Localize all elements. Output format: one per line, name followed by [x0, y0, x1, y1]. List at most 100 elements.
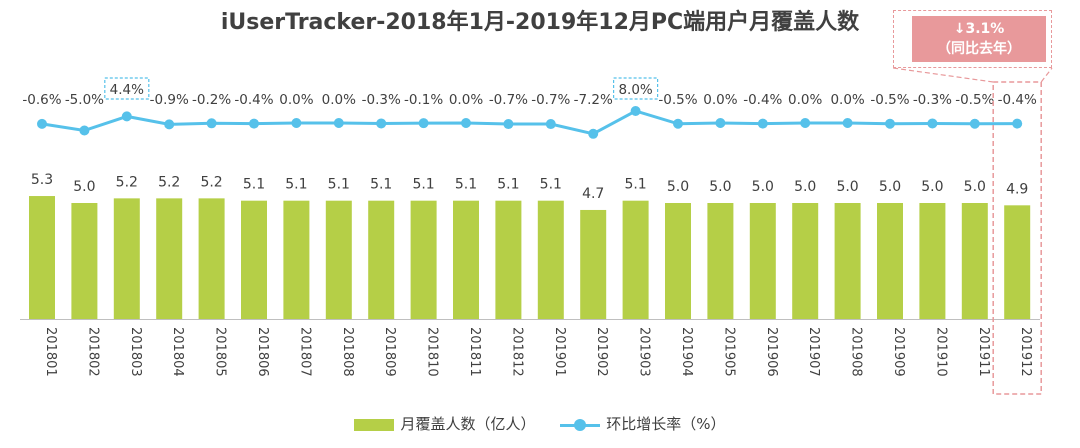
bar-201902 — [580, 209, 607, 319]
bar-201801 — [29, 196, 55, 319]
x-tick-201904: 201904 — [679, 327, 694, 377]
callout-connector-right — [1040, 67, 1053, 83]
growth-label-201810: -0.1% — [404, 92, 443, 108]
bar-label-201901: 5.1 — [540, 177, 562, 193]
x-tick-201912: 201912 — [1018, 327, 1033, 377]
x-tick-201909: 201909 — [891, 327, 906, 377]
growth-label-201808: 0.0% — [322, 92, 356, 108]
growth-label-201912: -0.4% — [998, 92, 1037, 108]
bar-label-201803: 5.2 — [116, 174, 138, 190]
bar-label-201809: 5.1 — [370, 177, 392, 193]
growth-label-201901: -0.7% — [531, 92, 570, 108]
bar-201808 — [325, 200, 352, 319]
bar-201909 — [877, 203, 903, 319]
x-tick-201905: 201905 — [721, 327, 736, 377]
growth-label-201903: 8.0% — [618, 82, 652, 98]
growth-point-201804 — [164, 119, 175, 130]
bar-label-201807: 5.1 — [285, 177, 307, 193]
growth-label-201904: -0.5% — [658, 92, 697, 108]
bar-201811 — [453, 200, 479, 319]
line-layer: -0.6% -5.0%4.4%-0.9% -0.2% -0.4% 0.0% 0.0% -0.… — [22, 82, 1037, 139]
growth-point-201810 — [418, 118, 429, 129]
x-tick-201903: 201903 — [637, 327, 652, 377]
x-tick-201808: 201808 — [340, 327, 355, 377]
growth-label-201906: -0.4% — [743, 92, 782, 108]
x-tick-201811: 201811 — [467, 327, 482, 377]
growth-point-201904 — [673, 118, 683, 129]
bar-201906 — [749, 203, 776, 319]
bar-201804 — [156, 198, 183, 319]
bar-label-201905: 5.0 — [709, 179, 731, 195]
growth-point-201908 — [842, 118, 853, 128]
x-tick-201810: 201810 — [425, 327, 440, 377]
growth-label-201802: -5.0% — [65, 92, 104, 108]
yoy-callout-value: ↓3.1% — [953, 21, 1005, 37]
growth-label-201811: 0.0% — [449, 92, 483, 108]
x-tick-201802: 201802 — [85, 327, 100, 377]
x-tick-201804: 201804 — [170, 327, 185, 377]
yoy-callout-frame — [893, 10, 1052, 68]
growth-point-201801 — [37, 118, 47, 129]
bar-201911 — [961, 203, 988, 319]
bar-label-201802: 5.0 — [73, 179, 95, 195]
growth-label-201803: 4.4% — [110, 82, 144, 98]
growth-point-201802 — [79, 125, 90, 136]
bar-201810 — [410, 200, 437, 319]
bar-label-201812: 5.1 — [497, 177, 519, 193]
growth-point-201806 — [249, 118, 259, 129]
growth-point-201803 — [121, 111, 132, 122]
x-tick-201906: 201906 — [764, 327, 779, 377]
growth-label-201806: -0.4% — [234, 92, 273, 108]
growth-label-201909: -0.5% — [870, 92, 909, 108]
x-tick-201901: 201901 — [552, 327, 567, 377]
x-tick-201801: 201801 — [43, 327, 58, 377]
bar-label-201906: 5.0 — [752, 179, 774, 195]
growth-point-201905 — [715, 118, 726, 128]
growth-point-201805 — [206, 118, 217, 129]
legend-line-swatch — [560, 418, 601, 431]
legend-line-label: 环比增长率（%） — [606, 415, 726, 433]
x-tick-201809: 201809 — [382, 327, 397, 377]
growth-label-201805: -0.2% — [192, 92, 231, 108]
bar-label-201806: 5.1 — [243, 177, 265, 193]
legend: 月覆盖人数（亿人） 环比增长率（%） — [0, 413, 1080, 434]
bar-label-201808: 5.1 — [328, 177, 350, 193]
bar-201803 — [113, 198, 140, 319]
growth-point-201910 — [927, 118, 938, 129]
growth-point-201812 — [503, 119, 514, 130]
yoy-callout-note: （同比去年） — [937, 41, 1021, 57]
x-tick-201911: 201911 — [976, 327, 991, 377]
bar-201910 — [919, 203, 946, 319]
bar-label-201912: 4.9 — [1006, 181, 1028, 197]
bar-201903 — [622, 200, 649, 319]
bar-201907 — [792, 203, 819, 319]
bar-201805 — [198, 198, 225, 319]
growth-point-201902 — [588, 128, 599, 139]
highlight-layer — [104, 67, 1053, 395]
yoy-callout: ↓3.1% （同比去年） — [912, 16, 1046, 62]
bar-201908 — [834, 203, 861, 319]
growth-label-201812: -0.7% — [489, 92, 528, 108]
x-tick-201803: 201803 — [128, 327, 143, 377]
bar-label-201804: 5.2 — [158, 174, 180, 190]
bar-label-201811: 5.1 — [455, 177, 477, 193]
growth-point-201911 — [969, 118, 980, 129]
legend-item-line: 环比增长率（%） — [560, 413, 726, 434]
legend-item-bar: 月覆盖人数（亿人） — [354, 413, 535, 434]
bar-label-201810: 5.1 — [412, 177, 434, 193]
highlight-box-201903 — [612, 77, 659, 100]
growth-label-201807: 0.0% — [279, 92, 313, 108]
growth-point-201809 — [376, 118, 387, 129]
growth-label-201911: -0.5% — [955, 92, 994, 108]
growth-label-201908: 0.0% — [830, 92, 864, 108]
growth-label-201809: -0.3% — [362, 92, 401, 108]
bars-layer: 5.3 5.0 5.2 5.2 5.2 5.1 5.1 5.1 5.1 5.1 5.1 5.1 5.1 4… — [29, 172, 1031, 319]
bar-201807 — [283, 200, 310, 319]
callout-connector-left — [892, 67, 994, 83]
growth-point-201903 — [630, 106, 641, 116]
growth-point-201807 — [291, 118, 302, 128]
axis-layer: 201801 201802 201803 201804 201805 201806 2018… — [20, 319, 1040, 377]
bar-label-201908: 5.0 — [836, 179, 858, 195]
bar-label-201907: 5.0 — [794, 179, 816, 195]
